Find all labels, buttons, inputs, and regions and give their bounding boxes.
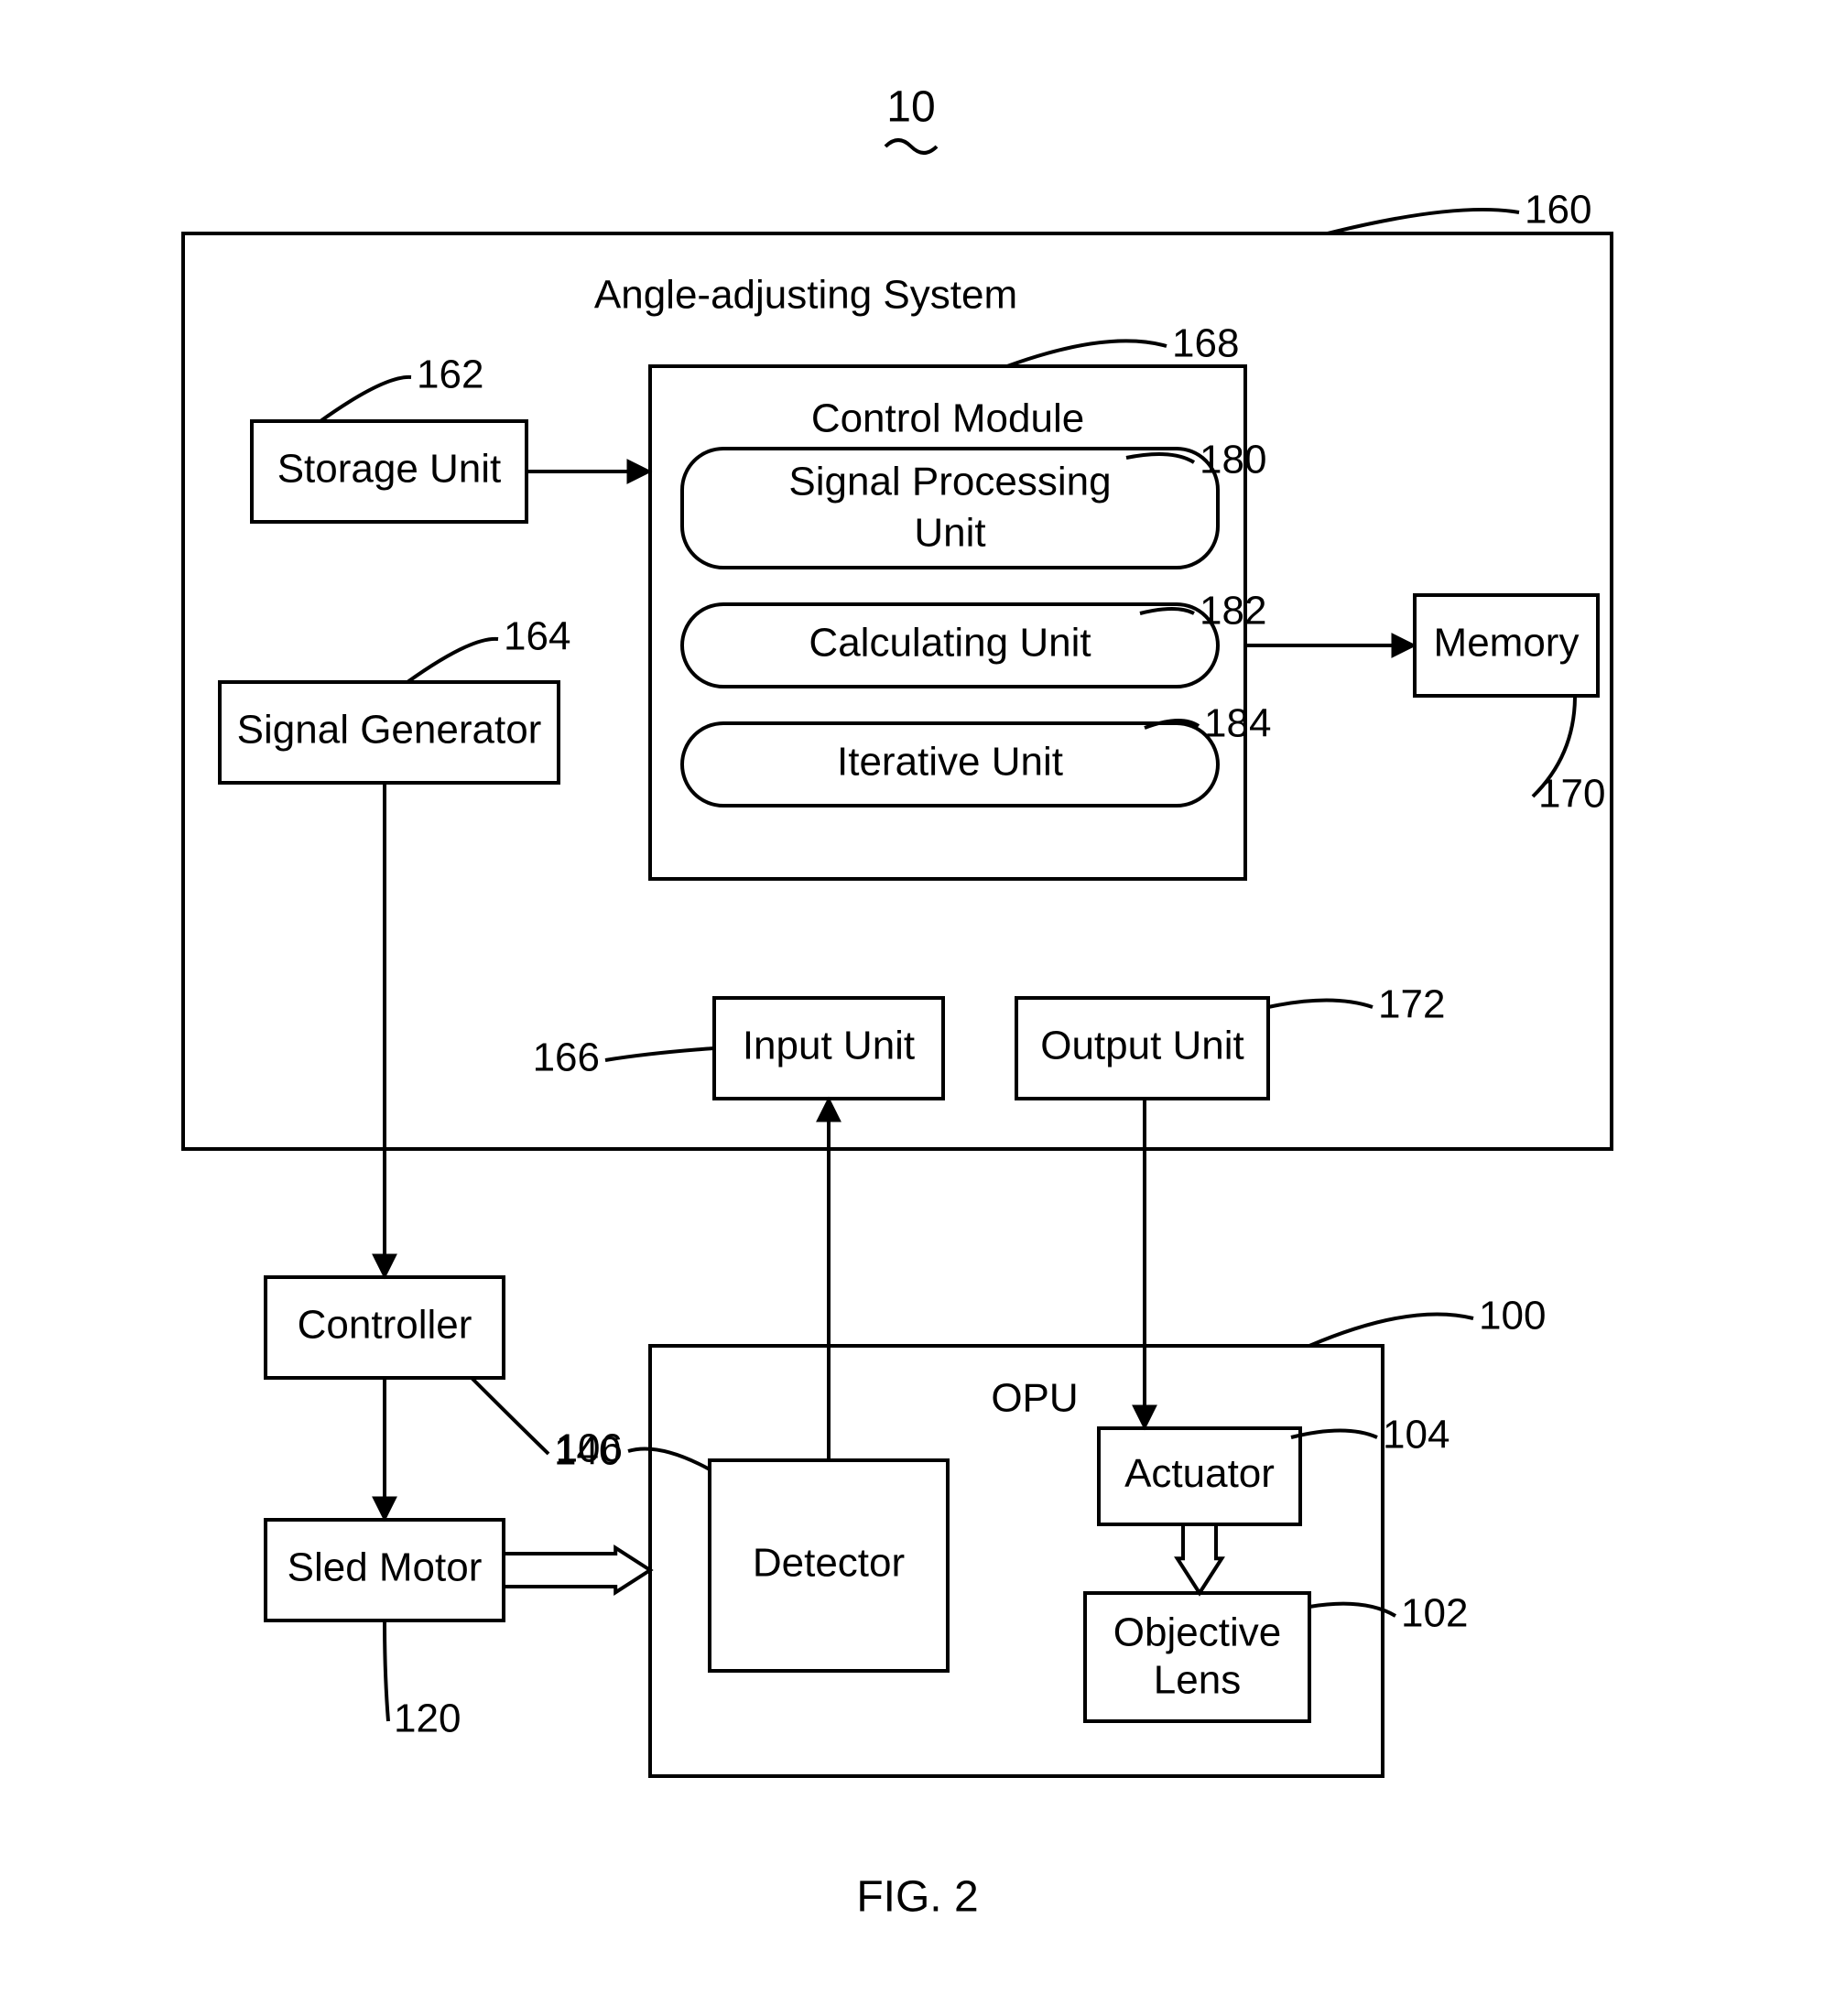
hollow-arrow-sled_motor-to-opu bbox=[504, 1548, 650, 1593]
output_unit-label: Output Unit bbox=[1040, 1024, 1244, 1068]
ref-number: 100 bbox=[1479, 1294, 1546, 1339]
memory-label: Memory bbox=[1434, 621, 1580, 666]
objective_lens-label: Objective bbox=[1113, 1610, 1281, 1655]
input_unit-label: Input Unit bbox=[743, 1024, 915, 1068]
ref-number: 168 bbox=[1172, 321, 1239, 366]
opu-title: OPU bbox=[991, 1376, 1078, 1421]
signal_processing-label: Signal Processing bbox=[788, 460, 1111, 504]
ref-number: 164 bbox=[504, 614, 570, 659]
iterative_unit-label: Iterative Unit bbox=[837, 740, 1063, 785]
signal_generator-label: Signal Generator bbox=[237, 708, 542, 753]
figure-number: 10 bbox=[886, 83, 935, 132]
ref-number: 104 bbox=[1383, 1413, 1450, 1458]
figure-caption: FIG. 2 bbox=[856, 1873, 978, 1922]
calculating_unit-label: Calculating Unit bbox=[809, 621, 1091, 666]
ref-number: 166 bbox=[533, 1035, 600, 1080]
sled_motor-label: Sled Motor bbox=[288, 1545, 483, 1590]
figure-number-tilde bbox=[885, 140, 937, 153]
ref-number: 162 bbox=[417, 352, 483, 397]
ref-number: 106 bbox=[556, 1426, 623, 1471]
signal_processing-label2: Unit bbox=[914, 511, 985, 556]
leader-line bbox=[1328, 210, 1519, 233]
leader-line bbox=[385, 1620, 388, 1721]
ref-number: 120 bbox=[394, 1696, 461, 1741]
ref-number: 160 bbox=[1525, 188, 1591, 233]
controller-label: Controller bbox=[298, 1303, 472, 1348]
detector-label: Detector bbox=[753, 1541, 905, 1586]
ref-number: 180 bbox=[1200, 438, 1266, 482]
ref-number: 170 bbox=[1538, 772, 1605, 817]
ref-number: 182 bbox=[1200, 589, 1266, 634]
storage_unit-label: Storage Unit bbox=[277, 447, 502, 492]
leader-line bbox=[1309, 1314, 1473, 1346]
objective_lens-label2: Lens bbox=[1154, 1658, 1241, 1703]
leader-line bbox=[472, 1378, 548, 1454]
actuator-label: Actuator bbox=[1124, 1451, 1275, 1496]
ref-number: 184 bbox=[1204, 701, 1271, 746]
control_module-title: Control Module bbox=[811, 396, 1084, 441]
ref-number: 102 bbox=[1401, 1591, 1468, 1636]
ref-number: 172 bbox=[1378, 982, 1445, 1027]
angle_system-title: Angle-adjusting System bbox=[594, 273, 1017, 318]
